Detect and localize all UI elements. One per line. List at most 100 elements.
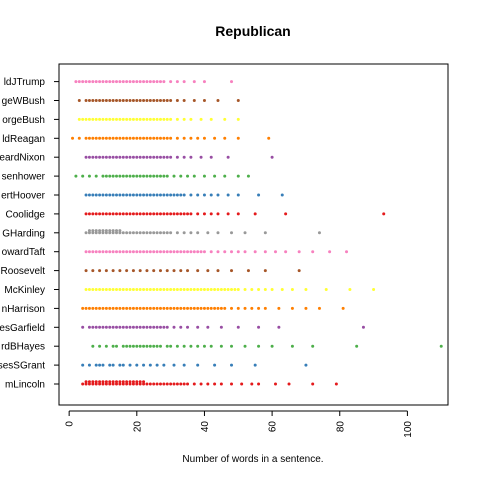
point-BenjaminHarrison-4 [94,306,98,310]
point-WilliamMcKinley-28 [179,288,183,291]
point-DonaldJTrump-18 [135,80,139,84]
point-UlyssesSGrant-16 [182,363,186,367]
point-JamesGarfield-32 [257,325,261,329]
point-JamesGarfield-33 [277,325,281,329]
point-DwightDEisenhower-19 [152,174,156,178]
point-DwightDEisenhower-2 [87,174,91,178]
point-BenjaminHarrison-11 [118,306,122,310]
point-CalvinCoolidge-25 [169,212,173,216]
point-AbrahamLincoln-13 [104,382,108,386]
point-AbrahamLincoln-18 [111,380,115,384]
point-JamesGarfield-13 [128,325,132,329]
point-DwightDEisenhower-25 [179,174,183,178]
point-WilliamMcKinley-41 [223,288,227,291]
point-RonaldReagan-25 [162,136,166,140]
point-DonaldJTrump-23 [152,80,156,84]
point-RutherfordBHayes-11 [142,344,146,348]
point-RonaldReagan-17 [135,136,139,140]
point-JamesGarfield-14 [131,325,135,329]
point-CalvinCoolidge-13 [128,212,132,216]
point-RichardNixon-4 [98,155,102,159]
y-tick-label-JamesGarfield: esGarfield [0,323,45,334]
point-WilliamMcKinley-37 [209,288,213,291]
point-HerbertHoover-35 [226,193,230,197]
point-UlyssesSGrant-17 [196,363,200,367]
point-WilliamHowardTaft-48 [328,250,332,254]
x-axis-label: Number of words in a sentence. [182,454,323,465]
point-WilliamMcKinley-53 [304,288,308,291]
point-AbrahamLincoln-7 [94,382,98,386]
point-HerbertHoover-14 [131,193,135,197]
point-JamesGarfield-23 [162,325,166,329]
point-AbrahamLincoln-15 [108,382,112,386]
point-JamesGarfield-26 [179,325,183,329]
point-CalvinCoolidge-27 [175,212,179,216]
point-WilliamHowardTaft-36 [209,250,213,254]
point-AbrahamLincoln-61 [311,382,315,386]
point-BenjaminHarrison-29 [179,306,183,310]
point-WilliamMcKinley-48 [257,288,261,291]
point-RichardNixon-22 [158,155,162,159]
point-RutherfordBHayes-18 [169,344,173,348]
y-tick-label-DwightDEisenhower: senhower [2,172,46,183]
point-WarrenGHarding-41 [216,231,220,235]
point-CalvinCoolidge-8 [111,212,115,216]
point-GeorgeWBush-26 [169,99,173,102]
point-BenjaminHarrison-10 [115,306,118,310]
point-GeorgeWBush-5 [98,99,102,102]
point-GeorgeWBush-8 [108,99,112,102]
point-CalvinCoolidge-14 [131,212,135,216]
point-UlyssesSGrant-5 [108,363,112,367]
point-DonaldJTrump-11 [111,80,115,84]
point-HerbertHoover-32 [202,193,206,197]
point-CalvinCoolidge-19 [148,212,152,216]
point-CalvinCoolidge-18 [145,212,149,216]
point-DwightDEisenhower-11 [125,174,129,178]
x-tick-label-100: 100 [403,421,414,438]
point-RichardNixon-7 [108,155,112,159]
point-UlyssesSGrant-20 [253,363,257,367]
point-UlyssesSGrant-6 [111,363,115,367]
point-WilliamHowardTaft-11 [121,250,125,254]
point-UlyssesSGrant-19 [230,363,234,367]
point-DonaldJTrump-26 [162,80,166,84]
y-tick-label-CalvinCoolidge: Coolidge [6,209,46,220]
point-GeorgeBush-6 [98,117,102,121]
point-AbrahamLincoln-47 [179,382,183,386]
point-RichardNixon-9 [115,155,118,159]
point-JamesGarfield-12 [125,325,129,329]
point-RonaldReagan-13 [121,136,125,140]
point-RutherfordBHayes-32 [355,344,359,348]
point-UlyssesSGrant-12 [148,363,152,367]
point-JamesGarfield-15 [135,325,139,329]
point-CalvinCoolidge-38 [253,212,257,216]
point-UlyssesSGrant-7 [118,363,122,367]
point-WarrenGHarding-6 [94,229,98,233]
point-GeorgeWBush-21 [152,99,156,102]
point-WilliamMcKinley-5 [101,288,105,291]
point-BenjaminHarrison-13 [125,306,129,310]
point-JamesGarfield-4 [98,325,102,329]
point-AbrahamLincoln-40 [155,382,159,386]
point-BenjaminHarrison-40 [216,306,220,310]
point-BenjaminHarrison-34 [196,306,200,310]
point-UlyssesSGrant-3 [98,363,102,367]
point-AbrahamLincoln-30 [131,380,135,384]
point-CalvinCoolidge-2 [91,212,95,216]
point-RutherfordBHayes-31 [311,344,315,348]
point-DwightDEisenhower-22 [162,174,166,178]
point-HerbertHoover-13 [128,193,132,197]
point-AbrahamLincoln-41 [158,382,162,386]
y-tick-label-WarrenGHarding: GHarding [2,228,45,239]
point-DwightDEisenhower-23 [165,174,169,178]
point-RichardNixon-25 [169,155,173,159]
point-WarrenGHarding-24 [131,231,135,235]
x-tick-label-20: 20 [132,421,143,433]
point-BenjaminHarrison-3 [91,306,95,310]
point-CalvinCoolidge-23 [162,212,166,216]
point-AbrahamLincoln-21 [118,382,122,386]
point-BenjaminHarrison-33 [192,306,196,310]
point-WarrenGHarding-22 [125,231,129,235]
point-HerbertHoover-30 [189,193,193,197]
